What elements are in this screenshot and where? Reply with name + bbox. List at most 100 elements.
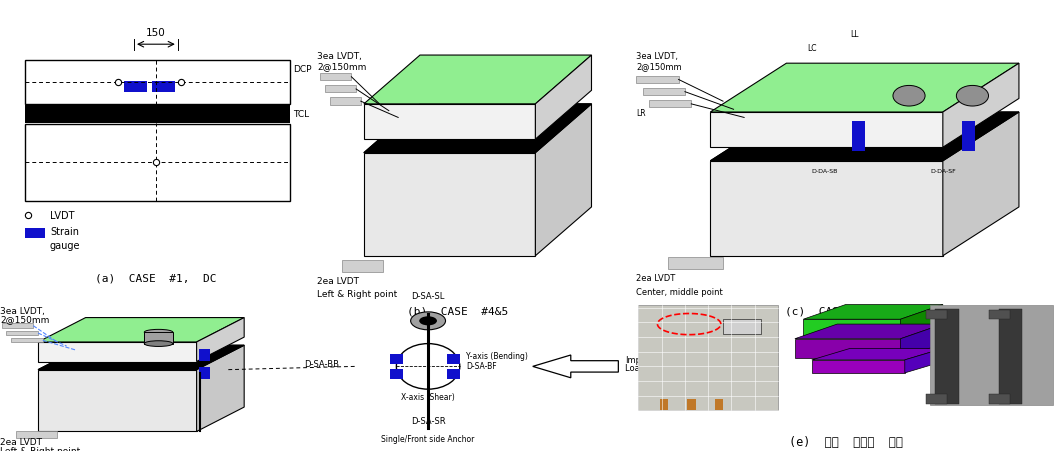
Text: Center, middle point: Center, middle point xyxy=(636,287,723,296)
Bar xyxy=(852,122,865,152)
Bar xyxy=(926,311,947,319)
Bar xyxy=(390,368,404,379)
Circle shape xyxy=(410,312,446,330)
Text: 2@150mm: 2@150mm xyxy=(636,63,682,71)
Text: Strain: Strain xyxy=(50,227,79,237)
Bar xyxy=(152,82,175,92)
Text: 150: 150 xyxy=(146,28,166,38)
Bar xyxy=(668,258,723,270)
Ellipse shape xyxy=(144,341,172,347)
Polygon shape xyxy=(710,64,1019,113)
Bar xyxy=(638,305,778,410)
Bar xyxy=(330,98,360,106)
Polygon shape xyxy=(901,305,943,337)
Bar xyxy=(25,61,290,105)
Text: LC: LC xyxy=(808,44,816,52)
Text: Left & Right point: Left & Right point xyxy=(317,290,397,299)
Circle shape xyxy=(957,86,988,107)
Polygon shape xyxy=(38,342,197,362)
Text: Single/Front side Anchor: Single/Front side Anchor xyxy=(382,434,475,443)
Bar xyxy=(144,332,173,344)
Text: Loading side: Loading side xyxy=(625,364,678,373)
Bar xyxy=(25,125,290,202)
Polygon shape xyxy=(812,360,905,373)
Polygon shape xyxy=(197,345,244,432)
Polygon shape xyxy=(803,305,943,319)
Text: 2ea LVDT: 2ea LVDT xyxy=(317,276,359,285)
Bar xyxy=(935,310,959,404)
Text: (a)  CASE  #1,  DC: (a) CASE #1, DC xyxy=(95,273,217,283)
Text: LL: LL xyxy=(850,30,858,39)
Polygon shape xyxy=(38,345,244,370)
Text: 2@150mm: 2@150mm xyxy=(317,63,367,71)
Text: X-axis (Shear): X-axis (Shear) xyxy=(402,392,455,401)
Polygon shape xyxy=(795,324,943,339)
Bar xyxy=(320,74,351,81)
Text: LR: LR xyxy=(636,109,646,117)
Text: 3ea LVDT,: 3ea LVDT, xyxy=(317,52,361,60)
Bar xyxy=(390,354,404,364)
Bar xyxy=(687,399,696,410)
Polygon shape xyxy=(901,324,943,359)
Bar xyxy=(989,311,1010,319)
Polygon shape xyxy=(364,105,592,153)
Polygon shape xyxy=(38,318,244,342)
Bar xyxy=(200,349,209,361)
Polygon shape xyxy=(535,56,592,140)
Text: 3ea LVDT,: 3ea LVDT, xyxy=(636,52,679,60)
Circle shape xyxy=(893,86,925,107)
Polygon shape xyxy=(38,345,244,370)
Polygon shape xyxy=(533,355,618,378)
Polygon shape xyxy=(710,113,1019,161)
Bar xyxy=(25,228,45,239)
Polygon shape xyxy=(795,339,901,359)
Bar xyxy=(930,305,1053,405)
Polygon shape xyxy=(535,105,592,256)
Text: Y-axis (Bending): Y-axis (Bending) xyxy=(466,351,528,360)
Bar xyxy=(636,77,679,84)
Text: D-DA-SB: D-DA-SB xyxy=(812,168,837,173)
Bar xyxy=(926,394,947,404)
Polygon shape xyxy=(364,105,592,153)
Bar xyxy=(1,324,34,328)
Text: DCP: DCP xyxy=(293,65,312,74)
Text: D-SA-SR: D-SA-SR xyxy=(411,416,445,425)
Polygon shape xyxy=(197,318,244,362)
Polygon shape xyxy=(710,113,943,148)
Polygon shape xyxy=(812,349,943,360)
Bar xyxy=(660,399,668,410)
Text: Impact: Impact xyxy=(625,355,653,364)
Text: D-SA-BF: D-SA-BF xyxy=(466,361,497,370)
Ellipse shape xyxy=(396,344,460,389)
Polygon shape xyxy=(710,113,1019,161)
Ellipse shape xyxy=(144,330,172,336)
Bar xyxy=(715,399,723,410)
Polygon shape xyxy=(364,153,535,256)
Polygon shape xyxy=(803,319,901,337)
Text: D-DA-BF: D-DA-BF xyxy=(930,149,956,154)
Polygon shape xyxy=(38,370,197,432)
Bar xyxy=(11,338,42,343)
Bar xyxy=(447,368,461,379)
Text: (c)  CASE  #3,  DA: (c) CASE #3, DA xyxy=(785,306,906,316)
Bar xyxy=(643,89,685,96)
Text: (b)  CASE  #4&5: (b) CASE #4&5 xyxy=(407,306,508,316)
Polygon shape xyxy=(943,113,1019,256)
Bar xyxy=(723,319,761,334)
Polygon shape xyxy=(905,349,943,373)
Bar xyxy=(342,260,383,272)
Text: gauge: gauge xyxy=(50,240,80,250)
Bar xyxy=(447,354,461,364)
Polygon shape xyxy=(364,105,535,140)
Bar xyxy=(999,310,1022,404)
Text: LVDT: LVDT xyxy=(50,211,74,221)
Text: D-SA-BB: D-SA-BB xyxy=(304,359,339,368)
Polygon shape xyxy=(943,64,1019,148)
Polygon shape xyxy=(364,56,592,105)
Bar xyxy=(962,122,975,152)
Text: D-SA-SL: D-SA-SL xyxy=(411,291,445,300)
Text: 2ea LVDT: 2ea LVDT xyxy=(0,437,42,446)
Polygon shape xyxy=(710,161,943,256)
Text: 2ea LVDT: 2ea LVDT xyxy=(636,274,675,282)
Text: TCL: TCL xyxy=(293,110,310,119)
